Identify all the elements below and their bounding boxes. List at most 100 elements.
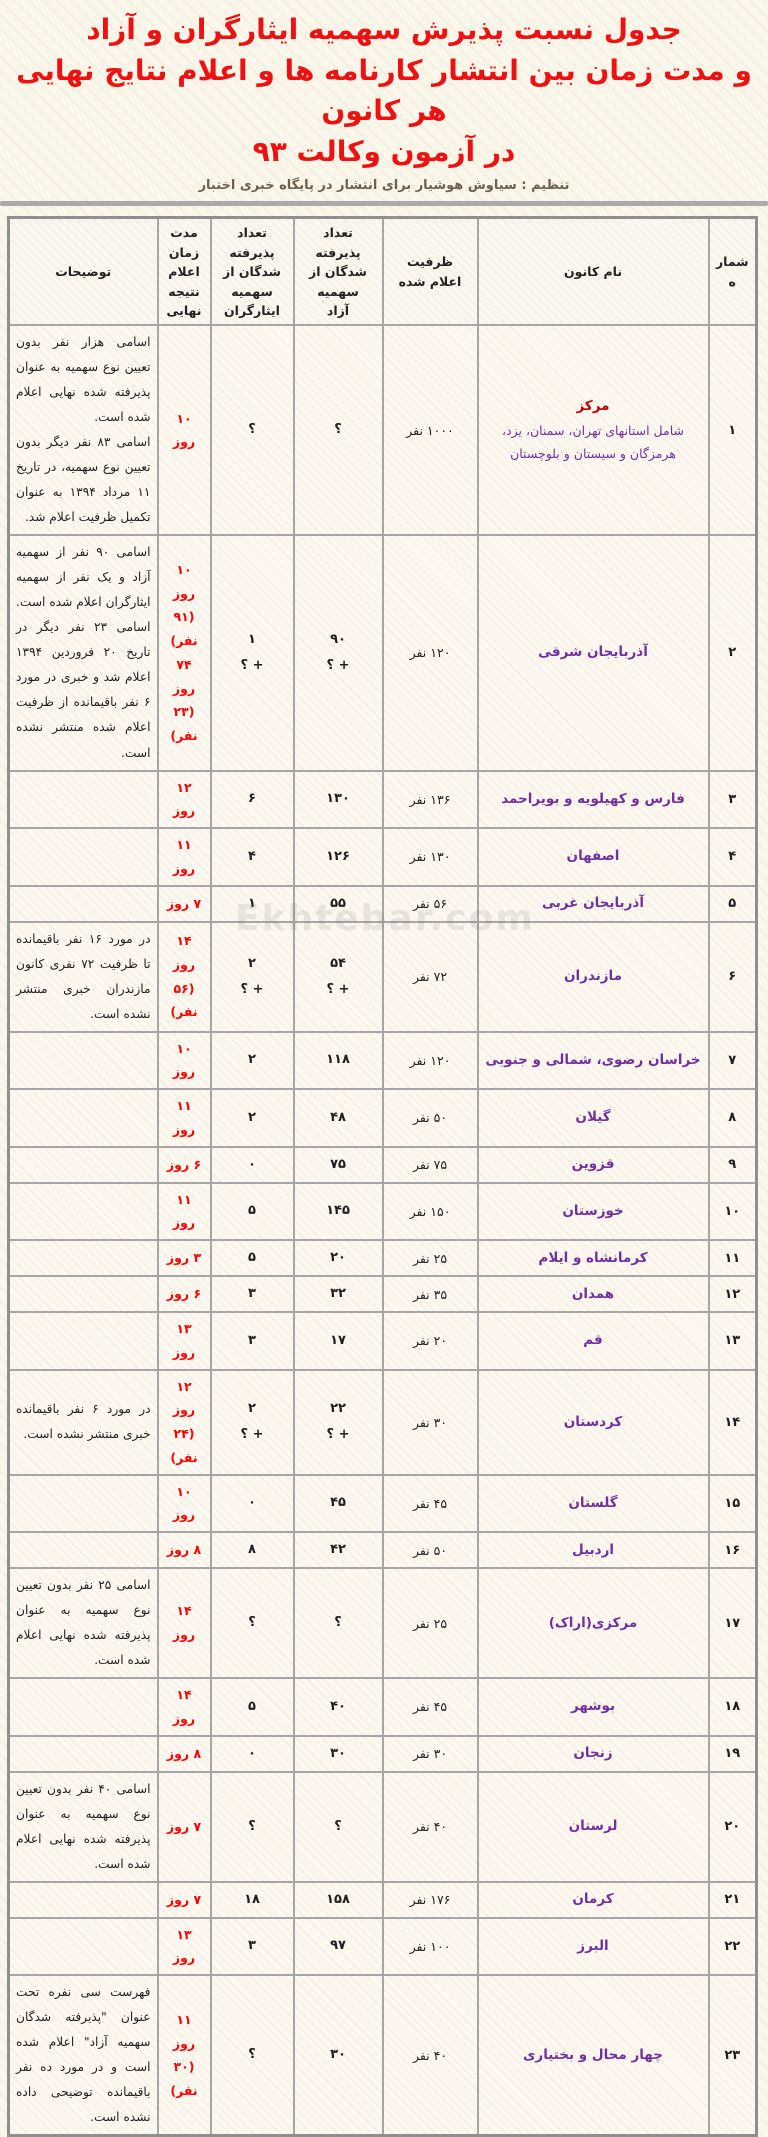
- canon-name: مرکز: [576, 398, 610, 415]
- row-number-cell: ۴: [707, 827, 758, 887]
- notes-cell: در مورد ۶ نفر باقیمانده خبری منتشر نشده …: [7, 1368, 159, 1476]
- note-paragraph: اسامی ۲۵ نفر بدون تعیین نوع سهمیه به عنو…: [16, 1578, 151, 1668]
- azad-accepted-cell: ۹۷: [292, 1916, 384, 1977]
- duration-cell: ۱۲ روز: [156, 769, 212, 830]
- table-row: ۵ آذربایجان غربی ۵۶ نفر ۵۵ ۱ ۷ روز: [7, 884, 758, 923]
- capacity-cell: ۱۳۶ نفر: [381, 769, 479, 830]
- notes-cell: [7, 1880, 159, 1919]
- row-number-cell: ۱۰: [707, 1181, 758, 1242]
- table-row: ۱۲ همدان ۳۵ نفر ۳۲ ۳ ۶ روز: [7, 1275, 758, 1314]
- page-subtitle: تنظیم : سیاوش هوشیار برای انتشار در پایگ…: [198, 178, 570, 194]
- isargaran-accepted-cell: ۲ + ؟: [209, 1368, 295, 1476]
- table-row: ۱۷ مرکزی(اراک) ۲۵ نفر ؟ ؟ ۱۴ روز اسامی ۲۵ نفر …: [7, 1567, 758, 1680]
- notes-cell: [7, 1531, 159, 1570]
- canon-name: کردستان: [563, 1413, 623, 1430]
- isargaran-accepted-cell: ؟: [209, 1567, 295, 1680]
- canon-name-cell: لرستان: [476, 1770, 710, 1883]
- isargaran-accepted-cell: ۴: [209, 827, 295, 887]
- table-row: ۲ آذربایجان شرقی ۱۲۰ نفر ۹۰ + ؟ ۱ + ؟ ۱۰ روز …: [7, 534, 758, 772]
- canon-name-subtext: شامل استانهای تهران، سمنان، یزد، هرمزگان…: [502, 423, 684, 461]
- canon-name-cell: خوزستان: [476, 1181, 710, 1242]
- row-number-cell: ۲۲: [707, 1916, 758, 1977]
- row-number-cell: ۱۴: [707, 1368, 758, 1476]
- azad-accepted-cell: ۹۰ + ؟: [292, 534, 384, 772]
- duration-cell: ۱۲ روز (۲۴ نفر): [156, 1368, 212, 1476]
- table-row: ۷ خراسان رضوی، شمالی و جنوبی ۱۲۰ نفر ۱۱۸ ۲ ۱۰…: [7, 1030, 758, 1091]
- canon-name-cell: بوشهر: [476, 1677, 710, 1737]
- capacity-cell: ۴۰ نفر: [381, 1770, 479, 1883]
- row-number-cell: ۲: [707, 534, 758, 772]
- capacity-cell: ۵۰ نفر: [381, 1088, 479, 1148]
- notes-cell: [7, 884, 159, 923]
- canon-name: کرمانشاه و ایلام: [538, 1249, 648, 1266]
- divider: [0, 201, 768, 207]
- table-row: ۳ فارس و کهیلویه و بویراحمد ۱۳۶ نفر ۱۳۰ ۶ ۱۲ …: [7, 769, 758, 830]
- capacity-cell: ۵۰ نفر: [381, 1531, 479, 1570]
- azad-accepted-cell: ۵۵: [292, 884, 384, 923]
- duration-cell: ۶ روز: [156, 1145, 212, 1184]
- row-number-cell: ۹: [707, 1145, 758, 1184]
- row-number-cell: ۱۳: [707, 1311, 758, 1371]
- column-header-notes: توضیحات: [7, 216, 159, 327]
- column-header-capacity: ظرفیت اعلام شده: [381, 216, 479, 327]
- table-row: ۲۳ چهار محال و بختیاری ۴۰ نفر ۳۰ ؟ ۱۱ روز (۳۰…: [7, 1974, 758, 2137]
- duration-cell: ۱۰ روز: [156, 1030, 212, 1091]
- canon-name: آذربایجان شرقی: [538, 644, 648, 661]
- table-row: ۱ مرکز شامل استانهای تهران، سمنان، یزد، هر…: [7, 324, 758, 537]
- canon-name: مازندران: [564, 968, 622, 985]
- notes-cell: [7, 1311, 159, 1371]
- notes-cell: [7, 827, 159, 887]
- notes-cell: فهرست سی نفره تحت عنوان "پذیرفته شدگان س…: [7, 1974, 159, 2137]
- table-row: ۴ اصفهان ۱۳۰ نفر ۱۲۶ ۴ ۱۱ روز: [7, 827, 758, 887]
- canon-name: البرز: [577, 1937, 609, 1954]
- note-paragraph: اسامی ۹۰ نفر از سهمیه آزاد و یک نفر از س…: [16, 545, 151, 760]
- azad-accepted-cell: ۳۰: [292, 1974, 384, 2137]
- row-number-cell: ۶: [707, 920, 758, 1033]
- capacity-cell: ۷۲ نفر: [381, 920, 479, 1033]
- notes-cell: [7, 769, 159, 830]
- isargaran-accepted-cell: ۶: [209, 769, 295, 830]
- azad-accepted-cell: ۱۷: [292, 1311, 384, 1371]
- canon-name-cell: البرز: [476, 1916, 710, 1977]
- notes-cell: [7, 1181, 159, 1242]
- duration-cell: ۷ روز: [156, 1880, 212, 1919]
- canon-name: گلستان: [568, 1494, 618, 1511]
- canon-name: قم: [583, 1332, 603, 1349]
- capacity-cell: ۲۵ نفر: [381, 1239, 479, 1278]
- capacity-cell: ۳۵ نفر: [381, 1275, 479, 1314]
- duration-cell: ۸ روز: [156, 1531, 212, 1570]
- canon-name-cell: خراسان رضوی، شمالی و جنوبی: [476, 1030, 710, 1091]
- notes-cell: در مورد ۱۶ نفر باقیمانده تا ظرفیت ۷۲ نفر…: [7, 920, 159, 1033]
- notes-cell: [7, 1239, 159, 1278]
- table-row: ۱۶ اردبیل ۵۰ نفر ۴۲ ۸ ۸ روز: [7, 1531, 758, 1570]
- canon-name-cell: زنجان: [476, 1734, 710, 1773]
- capacity-cell: ۴۰ نفر: [381, 1974, 479, 2137]
- azad-accepted-cell: ۳۲: [292, 1275, 384, 1314]
- canon-name-cell: آذربایجان شرقی: [476, 534, 710, 772]
- page: { "page": { "title": "جدول نسبت پذیرش سه…: [0, 10, 768, 2137]
- row-number-cell: ۱۸: [707, 1677, 758, 1737]
- capacity-cell: ۱۲۰ نفر: [381, 534, 479, 772]
- note-paragraph: در مورد ۱۶ نفر باقیمانده تا ظرفیت ۷۲ نفر…: [16, 931, 151, 1021]
- isargaran-accepted-cell: ۱: [209, 884, 295, 923]
- duration-cell: ۳ روز: [156, 1239, 212, 1278]
- canon-name-cell: مازندران: [476, 920, 710, 1033]
- duration-cell: ۱۴ روز: [156, 1567, 212, 1680]
- azad-accepted-cell: ۲۲ + ؟: [292, 1368, 384, 1476]
- column-header-azad: تعداد پذیرفته شدگان از سهمیه آزاد: [292, 216, 384, 327]
- table-row: ۱۰ خوزستان ۱۵۰ نفر ۱۴۵ ۵ ۱۱ روز: [7, 1181, 758, 1242]
- canon-name: لرستان: [568, 1818, 618, 1835]
- duration-cell: ۱۳ روز: [156, 1916, 212, 1977]
- azad-accepted-cell: ۲۰: [292, 1239, 384, 1278]
- capacity-cell: ۱۲۰ نفر: [381, 1030, 479, 1091]
- azad-accepted-cell: ۷۵: [292, 1145, 384, 1184]
- note-paragraph: در مورد ۶ نفر باقیمانده خبری منتشر نشده …: [16, 1402, 151, 1442]
- isargaran-accepted-cell: ۳: [209, 1916, 295, 1977]
- column-header-name: نام کانون: [476, 216, 710, 327]
- capacity-cell: ۷۵ نفر: [381, 1145, 479, 1184]
- duration-cell: ۱۱ روز: [156, 1181, 212, 1242]
- canon-name: چهار محال و بختیاری: [523, 2046, 663, 2063]
- row-number-cell: ۱۹: [707, 1734, 758, 1773]
- table-row: ۱۳ قم ۲۰ نفر ۱۷ ۳ ۱۳ روز: [7, 1311, 758, 1371]
- row-number-cell: ۱۵: [707, 1473, 758, 1534]
